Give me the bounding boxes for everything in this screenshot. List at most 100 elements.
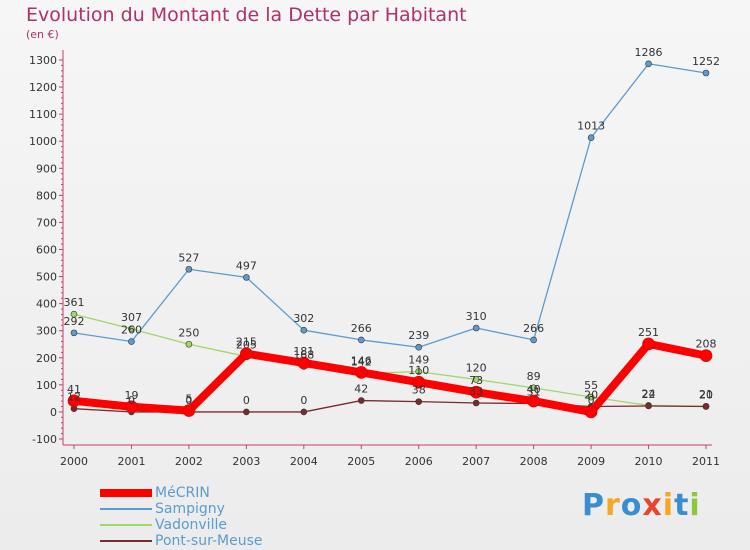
data-point [584, 405, 598, 419]
data-label: 215 [236, 336, 257, 349]
y-tick-label: 200 [36, 352, 57, 365]
logo-letter: i [662, 488, 675, 523]
x-tick-label: 2008 [520, 455, 548, 468]
data-point [185, 340, 193, 348]
data-point [530, 384, 537, 392]
data-point [70, 310, 78, 318]
data-point [412, 375, 426, 389]
legend-label: MéCRIN [155, 485, 210, 501]
data-label: 142 [351, 355, 372, 368]
x-tick-label: 2002 [175, 455, 203, 468]
series-line [73, 63, 707, 348]
data-point [128, 325, 135, 333]
data-point [699, 349, 713, 362]
y-tick-label: 700 [36, 216, 57, 229]
logo-letter: t [674, 488, 690, 523]
data-point [645, 402, 652, 410]
data-label: 527 [178, 251, 199, 264]
data-label: 5 [185, 393, 192, 406]
y-tick-label: 900 [36, 162, 57, 175]
data-label: 19 [124, 389, 138, 402]
logo-letter: i [689, 488, 701, 523]
y-tick-label: 1000 [29, 135, 57, 148]
y-tick-label: 600 [36, 244, 57, 257]
data-label: 251 [638, 326, 659, 339]
data-point [415, 343, 423, 351]
y-tick-label: 1100 [29, 108, 57, 121]
data-label: 310 [466, 310, 487, 323]
legend-swatch [100, 540, 152, 542]
legend-swatch [100, 489, 152, 497]
data-label: 31 [527, 386, 541, 399]
data-label: 73 [469, 374, 483, 387]
data-label: 22 [642, 388, 656, 401]
series-line [70, 339, 710, 416]
data-label: 0 [243, 394, 250, 407]
data-point [185, 265, 193, 273]
x-tick-label: 2000 [60, 455, 88, 468]
data-point [472, 376, 480, 383]
data-point [357, 397, 365, 404]
data-label: 168 [293, 348, 314, 361]
data-label: 239 [408, 329, 429, 342]
legend-swatch [100, 524, 152, 526]
legend-swatch [100, 508, 152, 510]
data-point [243, 408, 250, 416]
data-point [297, 356, 311, 370]
data-point [702, 69, 710, 77]
data-label: 292 [64, 315, 85, 328]
data-label: 1252 [692, 55, 720, 68]
data-point [415, 398, 423, 405]
data-label: 1013 [577, 120, 605, 133]
data-point [530, 336, 537, 344]
logo-letter: x [642, 488, 663, 523]
data-point [128, 338, 135, 345]
data-label: 266 [351, 322, 372, 335]
data-label: 250 [178, 326, 199, 339]
logo-letter: P [582, 488, 605, 523]
x-tick-label: 2007 [462, 455, 490, 468]
data-label: 307 [121, 311, 142, 324]
data-label: 266 [523, 322, 544, 335]
data-label: 40 [527, 383, 541, 396]
data-point [469, 385, 483, 399]
data-label: 41 [67, 383, 81, 396]
logo-letter: o [620, 488, 643, 523]
data-point [70, 329, 78, 337]
data-point [243, 274, 250, 281]
data-label: 260 [121, 324, 142, 337]
data-point [354, 366, 368, 379]
data-label: 42 [354, 383, 368, 396]
chart-title: Evolution du Montant de la Dette par Hab… [26, 4, 467, 26]
y-tick-label: 800 [36, 189, 57, 202]
data-label: 0 [128, 394, 135, 407]
data-point [415, 368, 423, 375]
data-point [300, 326, 308, 334]
data-label: 0 [300, 394, 307, 407]
y-tick-label: 400 [36, 298, 57, 311]
data-label: 149 [408, 354, 429, 367]
data-point [645, 60, 652, 68]
data-label: 12 [67, 391, 81, 404]
y-tick-label: 300 [36, 325, 57, 338]
legend-label: Sampigny [155, 501, 225, 517]
data-point [587, 134, 595, 141]
data-point [472, 324, 480, 332]
data-point [702, 403, 710, 410]
y-tick-label: 1200 [29, 81, 57, 94]
x-tick-label: 2009 [577, 455, 605, 468]
data-point [527, 394, 540, 408]
proxiti-logo: Proxiti [582, 488, 701, 523]
data-point [587, 393, 595, 401]
data-label: 497 [236, 259, 257, 272]
x-tick-label: 2005 [347, 455, 375, 468]
x-tick-label: 2004 [290, 455, 318, 468]
data-point [642, 337, 655, 351]
y-tick-label: 500 [36, 271, 57, 284]
y-tick-label: -100 [32, 433, 57, 446]
data-label: 24 [642, 387, 656, 400]
data-point [67, 394, 81, 408]
x-tick-label: 2011 [692, 455, 720, 468]
data-label: 21 [699, 388, 713, 401]
